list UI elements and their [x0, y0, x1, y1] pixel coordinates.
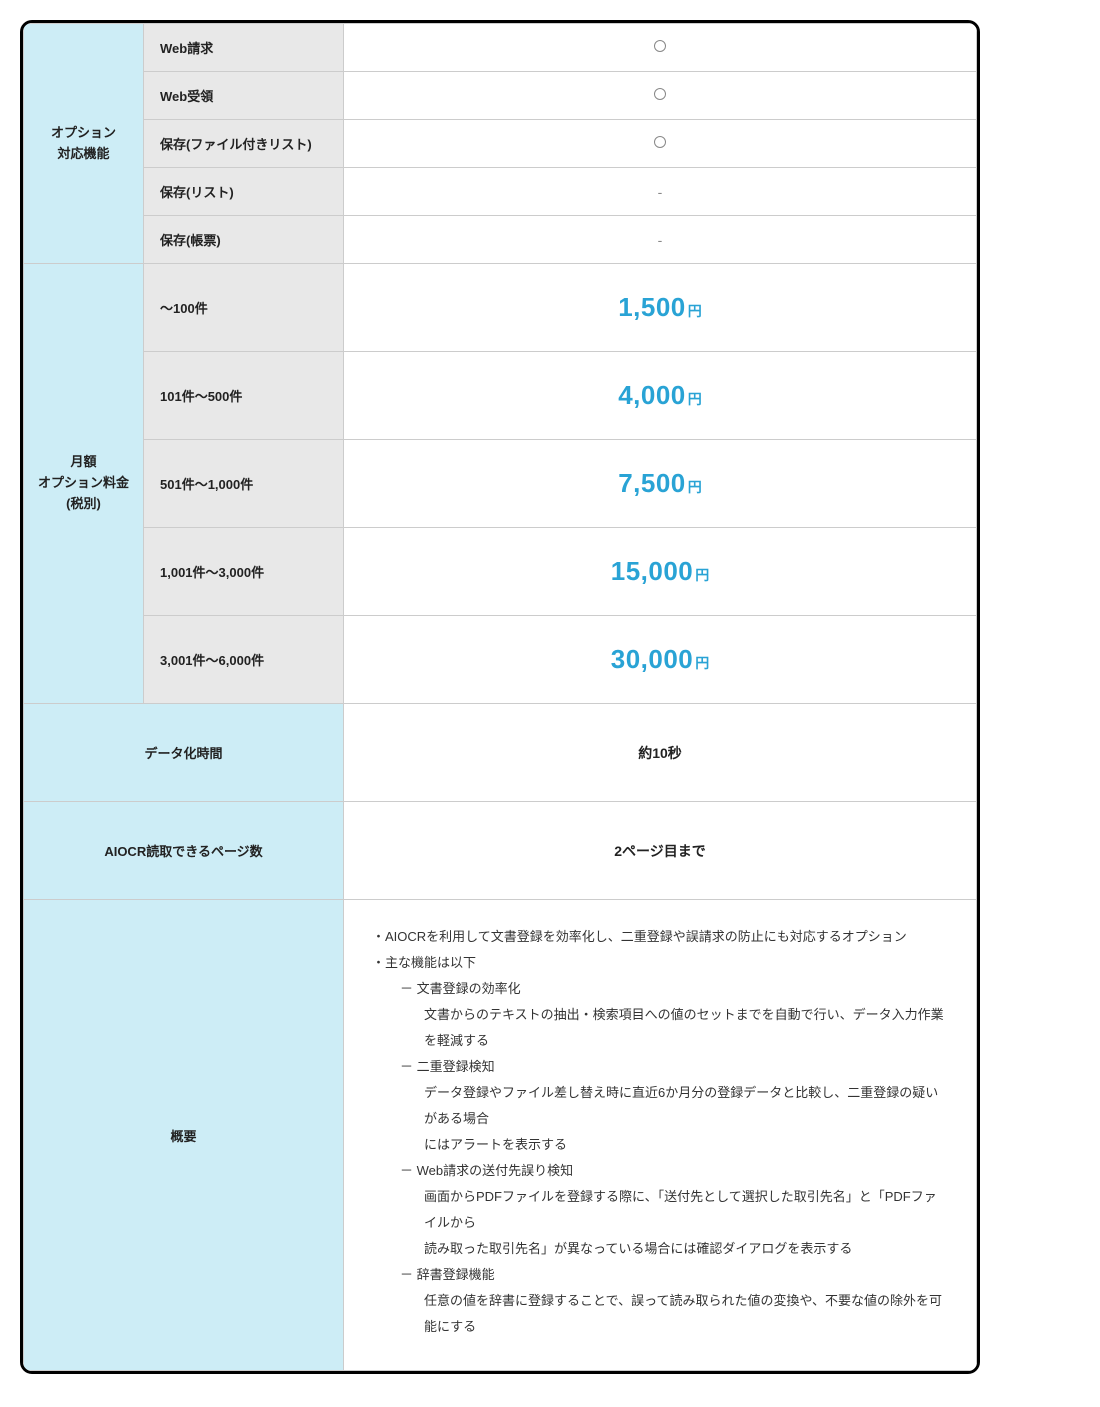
option-row-label: 保存(帳票)	[144, 216, 344, 264]
dash-icon: -	[658, 184, 663, 200]
option-row-value	[344, 72, 977, 120]
circle-icon	[654, 88, 666, 100]
price-amount: 4,000	[618, 380, 686, 410]
yen-suffix: 円	[688, 303, 702, 319]
price-row-value: 15,000円	[344, 528, 977, 616]
yen-suffix: 円	[688, 479, 702, 495]
overview-line: － 文書登録の効率化	[372, 976, 948, 1002]
price-row-value: 30,000円	[344, 616, 977, 704]
option-row-label: Web請求	[144, 24, 344, 72]
overview-line: － 二重登録検知	[372, 1054, 948, 1080]
price-row-value: 4,000円	[344, 352, 977, 440]
pricing-table: オプション対応機能Web請求Web受領保存(ファイル付きリスト)保存(リスト)-…	[20, 20, 980, 1374]
yen-suffix: 円	[695, 655, 709, 671]
option-row-value: -	[344, 216, 977, 264]
overview-line: 任意の値を辞書に登録することで、誤って読み取られた値の変換や、不要な値の除外を可…	[372, 1288, 948, 1340]
option-group-line2: 対応機能	[57, 146, 109, 161]
overview-line: 読み取った取引先名」が異なっている場合には確認ダイアログを表示する	[372, 1236, 948, 1262]
option-row-label: 保存(リスト)	[144, 168, 344, 216]
price-group-line1: 月額	[70, 454, 96, 469]
price-group-line3: (税別)	[66, 496, 101, 511]
circle-icon	[654, 40, 666, 52]
price-amount: 30,000	[611, 644, 694, 674]
price-group-header: 月額オプション料金 (税別)	[24, 264, 144, 704]
overview-line: － Web請求の送付先誤り検知	[372, 1158, 948, 1184]
circle-icon	[654, 136, 666, 148]
option-group-header: オプション対応機能	[24, 24, 144, 264]
option-row-label: 保存(ファイル付きリスト)	[144, 120, 344, 168]
info-row-value: 約10秒	[344, 704, 977, 802]
option-row-value	[344, 24, 977, 72]
price-amount: 1,500	[618, 292, 686, 322]
overview-line: データ登録やファイル差し替え時に直近6か月分の登録データと比較し、二重登録の疑い…	[372, 1080, 948, 1132]
overview-line: ・AIOCRを利用して文書登録を効率化し、二重登録や誤請求の防止にも対応するオプ…	[372, 924, 948, 950]
price-row-label: 1,001件～3,000件	[144, 528, 344, 616]
overview-body: ・AIOCRを利用して文書登録を効率化し、二重登録や誤請求の防止にも対応するオプ…	[344, 900, 977, 1371]
info-row-header: AIOCR読取できるページ数	[24, 802, 344, 900]
option-row-label: Web受領	[144, 72, 344, 120]
info-row-value: 2ページ目まで	[344, 802, 977, 900]
yen-suffix: 円	[695, 567, 709, 583]
price-row-label: ～100件	[144, 264, 344, 352]
price-row-label: 501件～1,000件	[144, 440, 344, 528]
price-row-label: 3,001件～6,000件	[144, 616, 344, 704]
option-row-value: -	[344, 168, 977, 216]
option-row-value	[344, 120, 977, 168]
info-row-header: データ化時間	[24, 704, 344, 802]
overview-line: 画面からPDFファイルを登録する際に、「送付先として選択した取引先名」と「PDF…	[372, 1184, 948, 1236]
overview-line: にはアラートを表示する	[372, 1132, 948, 1158]
price-amount: 15,000	[611, 556, 694, 586]
overview-line: 文書からのテキストの抽出・検索項目への値のセットまでを自動で行い、データ入力作業…	[372, 1002, 948, 1054]
overview-header: 概要	[24, 900, 344, 1371]
yen-suffix: 円	[688, 391, 702, 407]
price-amount: 7,500	[618, 468, 686, 498]
option-group-line1: オプション	[51, 125, 116, 140]
price-row-value: 7,500円	[344, 440, 977, 528]
overview-line: ・主な機能は以下	[372, 950, 948, 976]
price-group-line2: オプション料金	[38, 475, 129, 490]
table: オプション対応機能Web請求Web受領保存(ファイル付きリスト)保存(リスト)-…	[23, 23, 977, 1371]
price-row-label: 101件～500件	[144, 352, 344, 440]
overview-line: － 辞書登録機能	[372, 1262, 948, 1288]
dash-icon: -	[658, 232, 663, 248]
price-row-value: 1,500円	[344, 264, 977, 352]
